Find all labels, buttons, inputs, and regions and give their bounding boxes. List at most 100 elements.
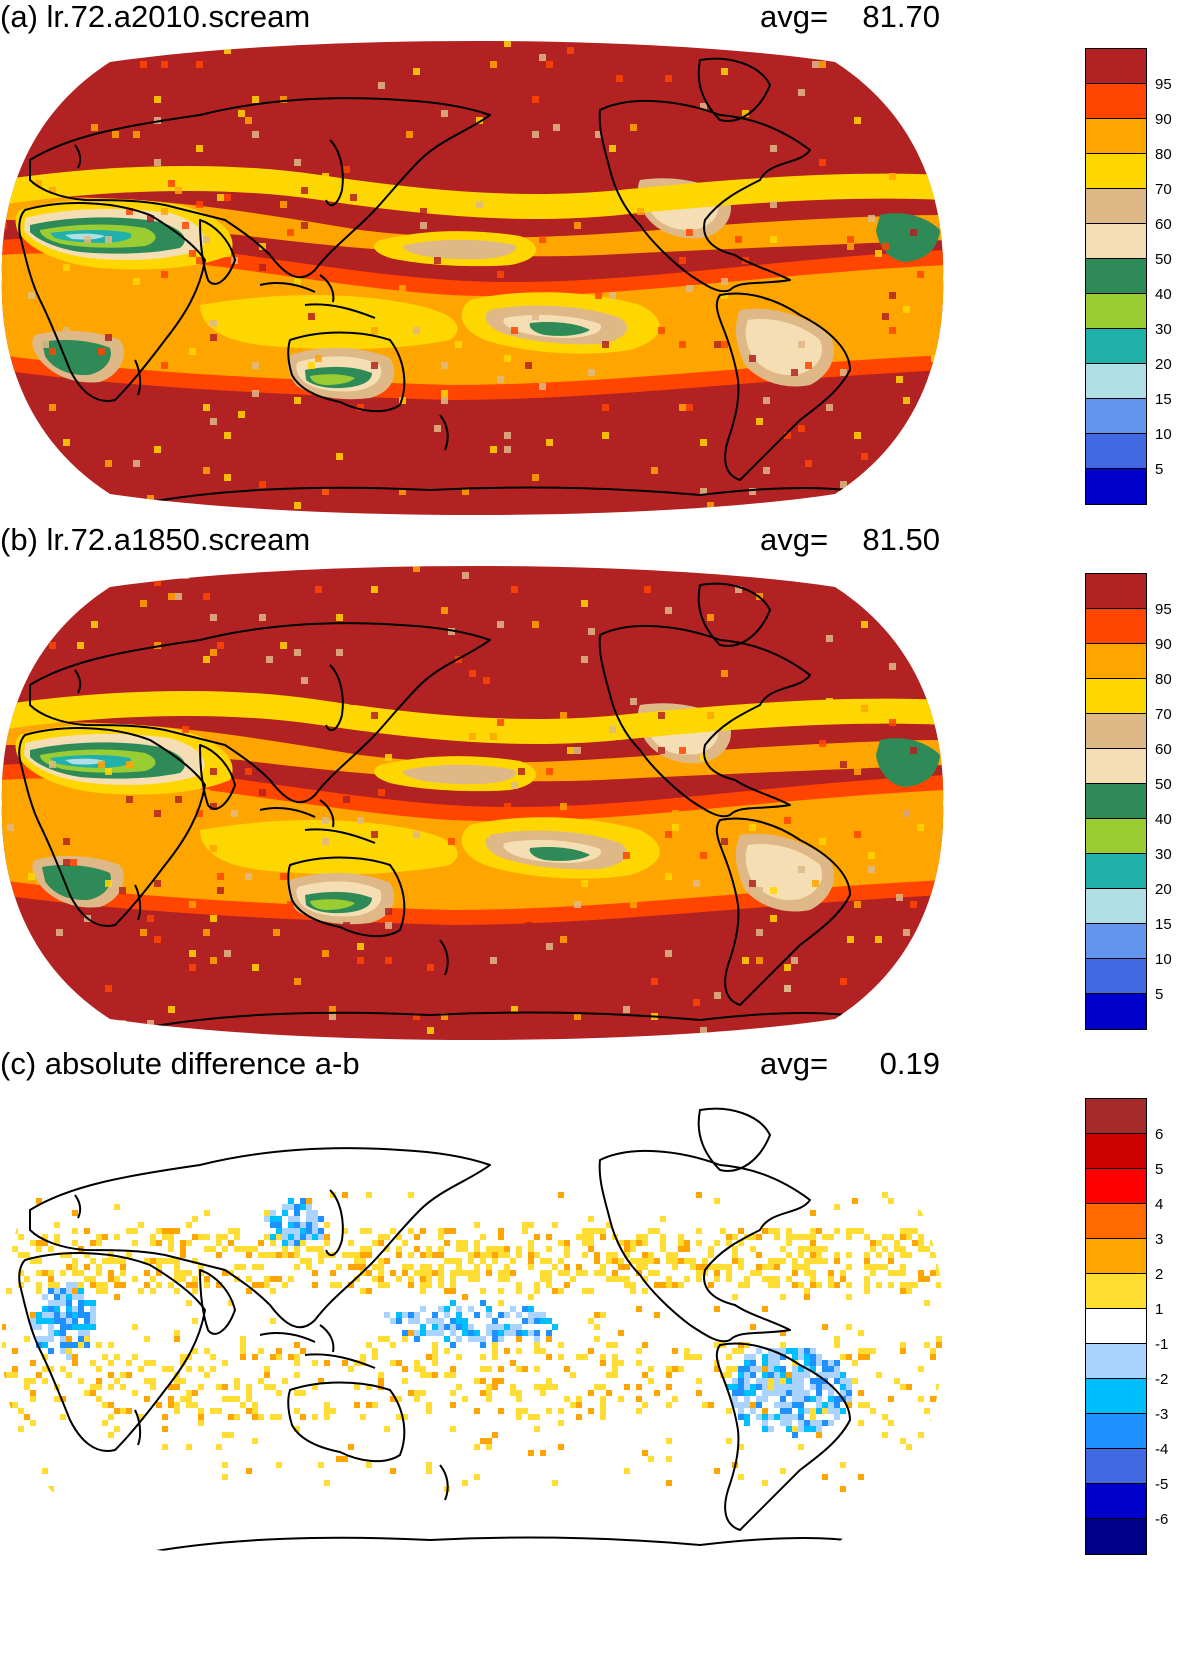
grid-cell xyxy=(154,446,161,453)
grid-cell xyxy=(504,1246,510,1252)
colorbar-tick-label: 30 xyxy=(1155,320,1172,338)
grid-cell xyxy=(270,1414,276,1420)
grid-cell xyxy=(684,1246,690,1252)
grid-cell xyxy=(354,1384,360,1390)
grid-cell xyxy=(427,964,434,971)
grid-cell xyxy=(114,1258,120,1264)
grid-cell xyxy=(780,1390,786,1396)
grid-cell xyxy=(174,1408,180,1414)
grid-cell xyxy=(546,943,553,950)
colorbar-swatch xyxy=(1086,1239,1146,1274)
grid-cell xyxy=(126,1360,132,1366)
grid-cell xyxy=(161,208,168,215)
grid-cell xyxy=(182,572,189,579)
grid-cell xyxy=(231,810,238,817)
grid-cell xyxy=(702,1264,708,1270)
grid-cell xyxy=(1,1228,6,1234)
avg-label: avg= xyxy=(760,1046,829,1081)
grid-cell xyxy=(780,1348,786,1354)
map-plot xyxy=(1,566,944,1040)
grid-cell xyxy=(336,831,343,838)
grid-cell xyxy=(510,1390,516,1396)
grid-cell xyxy=(78,1288,84,1294)
grid-cell xyxy=(156,1258,162,1264)
grid-cell xyxy=(648,1366,654,1372)
grid-cell xyxy=(150,1240,156,1246)
grid-cell xyxy=(98,348,105,355)
grid-cell xyxy=(804,1360,810,1366)
grid-cell xyxy=(810,1426,816,1432)
grid-cell xyxy=(762,1228,768,1234)
grid-cell xyxy=(252,1264,258,1270)
grid-cell xyxy=(168,1396,174,1402)
grid-cell xyxy=(270,1240,276,1246)
grid-cell xyxy=(396,1234,402,1240)
grid-cell xyxy=(708,1252,714,1258)
coastline xyxy=(259,1332,316,1343)
grid-cell xyxy=(636,1240,642,1246)
grid-cell xyxy=(870,1270,876,1276)
grid-cell xyxy=(678,1282,684,1288)
grid-cell xyxy=(48,1336,54,1342)
grid-cell xyxy=(534,1282,540,1288)
grid-cell xyxy=(60,1318,66,1324)
grid-cell xyxy=(546,439,553,446)
colorbar-swatch xyxy=(1086,959,1146,994)
grid-cell xyxy=(828,1384,834,1390)
grid-cell xyxy=(516,1252,522,1258)
grid-cell xyxy=(840,1390,846,1396)
grid-cell xyxy=(329,1006,336,1013)
grid-cell xyxy=(474,1444,480,1450)
grid-cell xyxy=(270,1318,276,1324)
colorbar-swatch xyxy=(1086,49,1146,84)
grid-cell xyxy=(154,936,161,943)
grid-cell xyxy=(888,1258,894,1264)
grid-cell xyxy=(210,418,217,425)
grid-cell xyxy=(480,1300,486,1306)
grid-cell xyxy=(490,61,497,68)
grid-cell xyxy=(732,1402,738,1408)
grid-cell xyxy=(847,243,854,250)
grid-cell xyxy=(343,796,350,803)
grid-cell xyxy=(560,803,567,810)
grid-cell xyxy=(564,1252,570,1258)
grid-cell xyxy=(63,264,70,271)
grid-cell xyxy=(791,957,798,964)
grid-cell xyxy=(707,502,714,509)
grid-cell xyxy=(744,1282,750,1288)
grid-cell xyxy=(217,124,224,131)
grid-cell xyxy=(816,1246,822,1252)
grid-cell xyxy=(498,1270,504,1276)
grid-cell xyxy=(810,1414,816,1420)
grid-cell xyxy=(138,1366,144,1372)
grid-cell xyxy=(54,1282,60,1288)
grid-cell xyxy=(426,1468,432,1474)
grid-cell xyxy=(252,481,259,488)
grid-cell xyxy=(616,740,623,747)
grid-cell xyxy=(660,1246,666,1252)
colorbar-swatch xyxy=(1086,1484,1146,1519)
map-plot xyxy=(1,1091,944,1565)
grid-cell xyxy=(60,1330,66,1336)
grid-cell xyxy=(822,1372,828,1378)
grid-cell xyxy=(525,362,532,369)
grid-cell xyxy=(560,936,567,943)
grid-cell xyxy=(936,1384,942,1390)
grid-cell xyxy=(714,1270,720,1276)
grid-cell xyxy=(161,61,168,68)
grid-cell xyxy=(336,1264,342,1270)
grid-cell xyxy=(910,41,917,47)
grid-cell xyxy=(222,1474,228,1480)
grid-cell xyxy=(150,1384,156,1390)
grid-cell xyxy=(144,1378,150,1384)
grid-cell xyxy=(525,922,532,929)
grid-cell xyxy=(574,901,581,908)
grid-cell xyxy=(315,355,322,362)
grid-cell xyxy=(336,1456,342,1462)
grid-cell xyxy=(875,936,882,943)
grid-cell xyxy=(728,901,735,908)
grid-cell xyxy=(846,1354,852,1360)
grid-cell xyxy=(192,1390,198,1396)
grid-cell xyxy=(378,1264,384,1270)
grid-cell xyxy=(224,950,231,957)
